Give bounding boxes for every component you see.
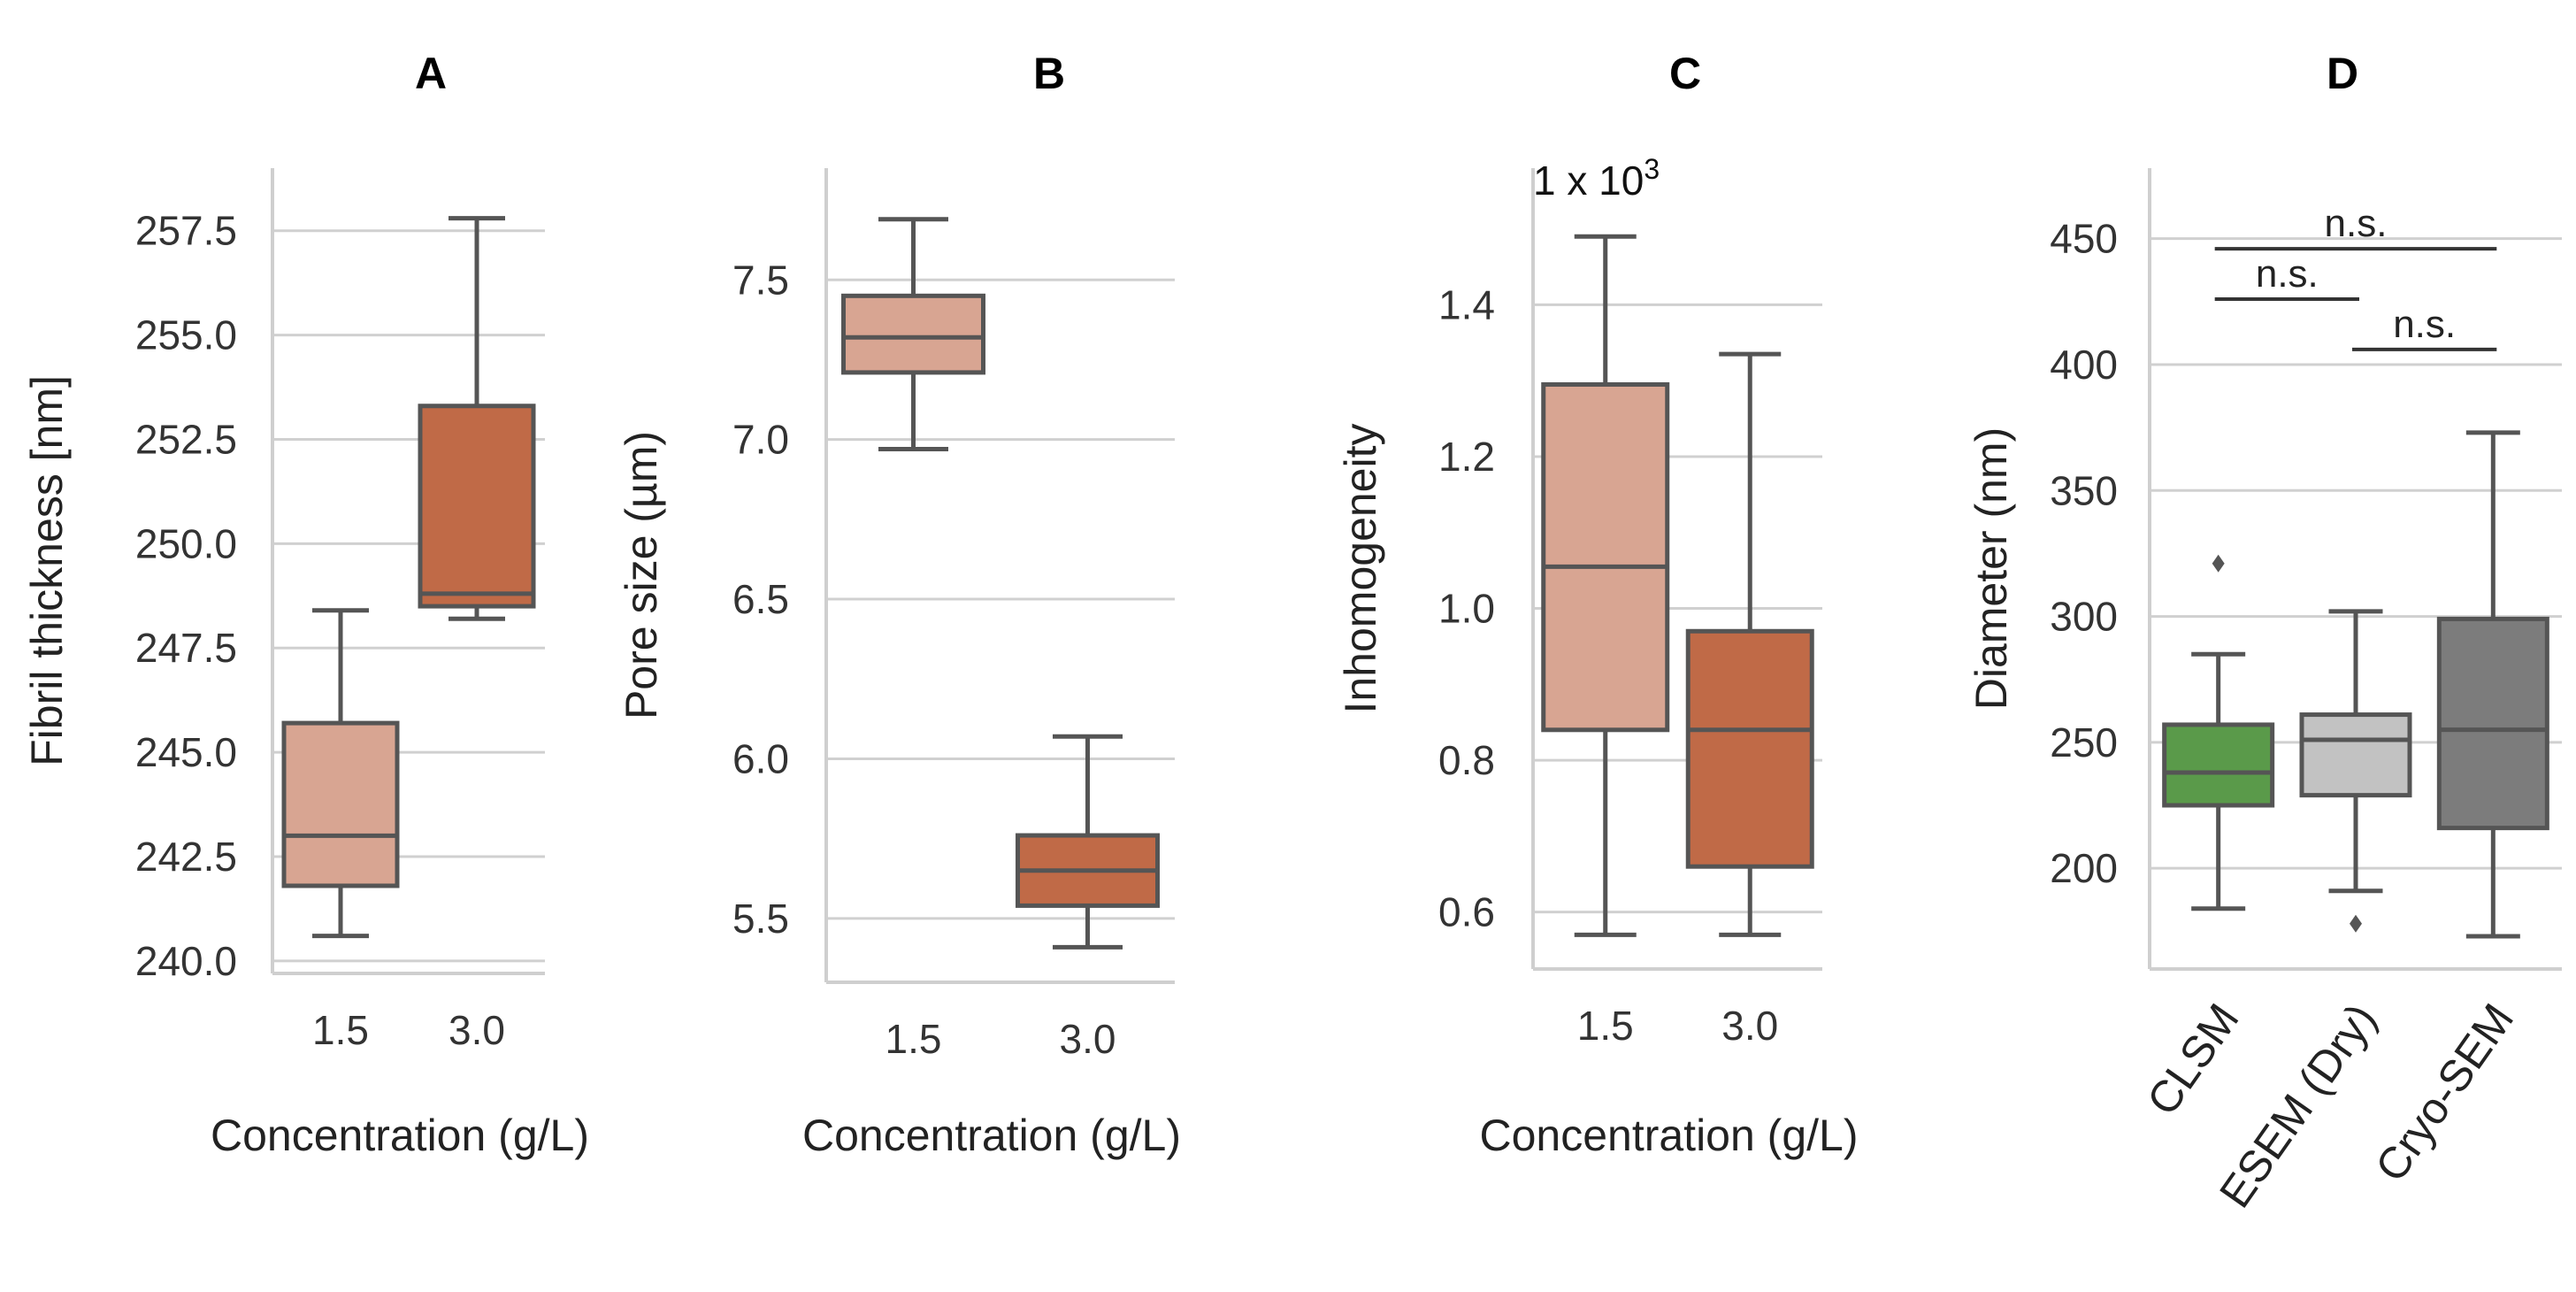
y-tick-label: 0.6	[1438, 889, 1495, 935]
y-tick-label: 400	[2050, 342, 2118, 388]
panel-b: B 5.5 6.0 6.5 7.0 7.5 Pore size (µm) 1.5 3.0 Conc…	[617, 49, 1181, 1160]
y-tick-label: 242.5	[135, 834, 237, 880]
y-axis-label: Diameter (nm)	[1966, 427, 2016, 710]
box-esem-dry-	[2299, 609, 2412, 933]
y-tick-label: 1.2	[1438, 434, 1495, 480]
significance-bracket: n.s.	[2214, 202, 2497, 251]
y-tick-label: 247.5	[135, 625, 237, 671]
panel-c: C 0.6 0.8 1.0 1.2 1.4 Inhomogeneity 1 x 103 1.5 3…	[1336, 49, 1859, 1160]
box-body	[2436, 616, 2549, 831]
box-body	[418, 404, 536, 609]
box-body	[2162, 722, 2275, 808]
box-body	[1685, 628, 1814, 869]
y-tick-label: 255.0	[135, 312, 237, 358]
x-tick-label: CLSM	[2137, 995, 2249, 1124]
y-tick-label: 1.0	[1438, 586, 1495, 632]
box-body	[281, 720, 400, 888]
significance-label: n.s.	[2256, 252, 2319, 296]
y-axis-label: Pore size (µm)	[617, 431, 666, 719]
significance-label: n.s.	[2393, 303, 2456, 346]
box-body	[841, 293, 985, 375]
box-clsm	[2162, 554, 2275, 911]
y-axis-label: Fibril thickness [nm]	[22, 375, 72, 766]
panel-title: A	[415, 49, 447, 98]
scale-note: 1 x 103	[1533, 153, 1660, 204]
y-tick-label: 6.5	[732, 576, 789, 622]
x-axis-label: Concentration (g/L)	[1479, 1111, 1858, 1160]
y-tick-label: 300	[2050, 594, 2118, 640]
x-tick-label: 3.0	[1060, 1016, 1116, 1062]
box-1-5	[281, 608, 400, 939]
x-tick-label: 3.0	[1721, 1003, 1778, 1049]
y-axis-label: Inhomogeneity	[1336, 423, 1385, 713]
panel-title: C	[1669, 49, 1701, 98]
box-body	[1541, 381, 1670, 733]
box-cryo-sem	[2436, 430, 2549, 939]
y-tick-label: 250.0	[135, 520, 237, 566]
box-1-5	[841, 217, 985, 451]
box-3-0	[418, 216, 536, 621]
x-tick-label: Cryo-SEM	[2365, 995, 2523, 1190]
y-tick-label: 450	[2050, 216, 2118, 262]
panel-a: A 240.0 242.5 245.0 247.5 250.0 252.5 255.0 257.…	[22, 49, 589, 1160]
significance-bracket: n.s.	[2352, 303, 2497, 351]
x-tick-label: 1.5	[312, 1007, 369, 1053]
box-1-5	[1541, 234, 1670, 937]
y-tick-label: 200	[2050, 845, 2118, 891]
significance-label: n.s.	[2325, 202, 2388, 245]
y-tick-label: 1.4	[1438, 281, 1495, 327]
y-tick-label: 0.8	[1438, 737, 1495, 783]
outlier-point	[2350, 914, 2362, 933]
y-tick-label: 6.0	[732, 735, 789, 781]
y-tick-label: 245.0	[135, 729, 237, 775]
x-tick-label: 1.5	[886, 1016, 942, 1062]
y-tick-label: 257.5	[135, 208, 237, 254]
x-tick-label: 3.0	[448, 1007, 505, 1053]
x-axis-label: Concentration (g/L)	[211, 1111, 589, 1160]
outlier-point	[2212, 554, 2225, 573]
y-tick-label: 240.0	[135, 938, 237, 984]
box-3-0	[1685, 351, 1814, 937]
box-body	[2299, 712, 2412, 798]
y-tick-label: 7.5	[732, 257, 789, 303]
y-tick-label: 5.5	[732, 896, 789, 942]
y-tick-label: 7.0	[732, 417, 789, 463]
box-3-0	[1016, 734, 1160, 950]
significance-bracket: n.s.	[2214, 252, 2359, 301]
panel-title: B	[1033, 49, 1065, 98]
y-tick-label: 250	[2050, 719, 2118, 765]
panel-title: D	[2327, 49, 2358, 98]
x-tick-label: 1.5	[1577, 1003, 1634, 1049]
y-tick-label: 350	[2050, 467, 2118, 513]
x-axis-label: Concentration (g/L)	[802, 1111, 1181, 1160]
y-tick-label: 252.5	[135, 416, 237, 462]
